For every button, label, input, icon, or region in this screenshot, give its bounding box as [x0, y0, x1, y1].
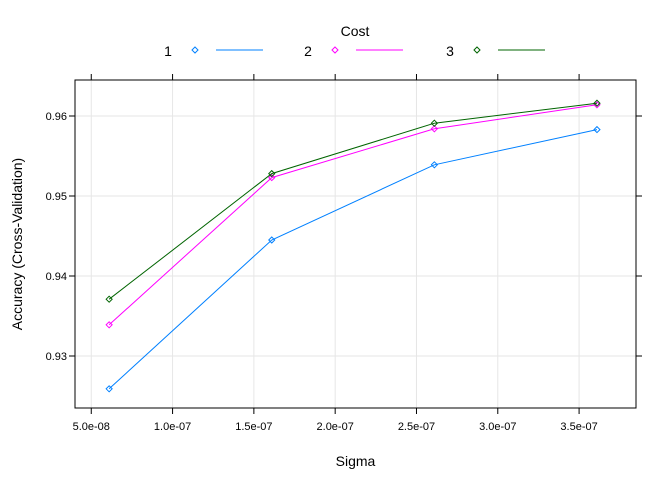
series-line-3 — [108, 102, 598, 300]
legend-title: Cost — [341, 23, 370, 39]
axis-ticks: 5.0e-08 1.0e-07 1.5e-07 2.0e-07 2.5e-07 3.0e-… — [46, 74, 642, 433]
data-point-series-1 — [105, 385, 113, 393]
data-point-series-1 — [430, 161, 439, 169]
x-tick-label: 5.0e-08 — [73, 421, 110, 433]
x-tick-label: 3.0e-07 — [479, 421, 516, 433]
data-point-series-1 — [593, 125, 601, 134]
data-point-series-3 — [430, 119, 439, 127]
x-tick-label: 3.5e-07 — [560, 421, 597, 433]
data-point-series-3 — [105, 295, 113, 303]
plot-frame — [74, 79, 637, 409]
legend-label-1: 1 — [164, 43, 172, 59]
x-tick-label: 2.0e-07 — [317, 421, 354, 433]
series-line-2 — [108, 104, 598, 326]
x-tick-label: 2.5e-07 — [398, 421, 435, 433]
data-point-series-3 — [268, 169, 276, 178]
legend-marker-1 — [191, 46, 199, 54]
data-point-series-1 — [268, 236, 276, 244]
data-point-series-2 — [105, 321, 113, 329]
y-tick-label: 0.94 — [46, 271, 67, 283]
grid — [75, 80, 636, 408]
legend-label-3: 3 — [446, 43, 454, 59]
y-tick-label: 0.96 — [46, 111, 67, 123]
y-tick-label: 0.95 — [46, 191, 67, 203]
y-axis-title: Accuracy (Cross-Validation) — [9, 158, 25, 330]
x-tick-label: 1.0e-07 — [154, 421, 191, 433]
legend-marker-2 — [331, 46, 339, 54]
series-lines — [105, 99, 601, 393]
x-tick-label: 1.5e-07 — [235, 421, 272, 433]
legend: Cost 1 2 3 — [164, 23, 545, 59]
y-tick-label: 0.93 — [46, 351, 67, 363]
data-point-series-2 — [268, 173, 276, 182]
legend-marker-3 — [473, 46, 481, 54]
series-line-1 — [108, 129, 598, 390]
x-axis-title: Sigma — [336, 453, 376, 469]
data-point-series-2 — [430, 125, 439, 133]
data-point-series-3 — [593, 99, 601, 107]
legend-label-2: 2 — [304, 43, 312, 59]
